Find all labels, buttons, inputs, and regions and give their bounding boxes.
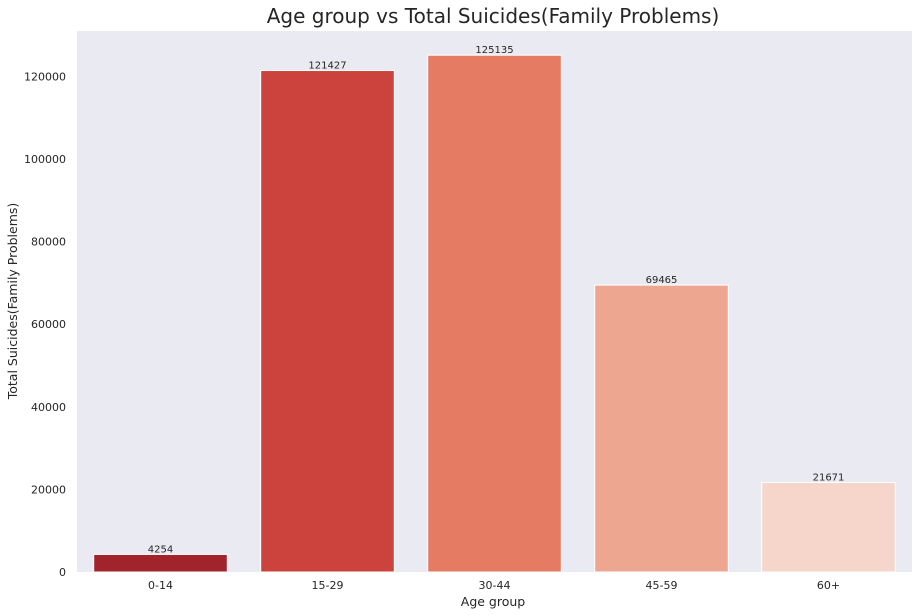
- bar-0-14: [93, 553, 228, 573]
- data-label-0-14: 4254: [148, 544, 173, 555]
- data-label-15-29: 121427: [308, 61, 346, 72]
- y-tick-label-100000: 100000: [24, 153, 66, 166]
- y-tick-label-60000: 60000: [31, 318, 66, 331]
- x-tick-label-30-44: 30-44: [479, 579, 511, 592]
- x-tick-labels: 0-14 15-29 30-44 45-59 60+: [148, 579, 840, 592]
- x-tick-label-45-59: 45-59: [646, 579, 678, 592]
- bar-45-59: [594, 284, 729, 573]
- bar-30-44: [427, 54, 562, 573]
- y-tick-label-40000: 40000: [31, 401, 66, 414]
- y-axis-title: Total Suicides(Family Problems): [5, 203, 20, 401]
- data-label-60+: 21671: [813, 473, 845, 484]
- x-tick-label-0-14: 0-14: [148, 579, 173, 592]
- y-tick-label-120000: 120000: [24, 70, 66, 83]
- x-axis-title: Age group: [461, 594, 526, 609]
- bar-60+: [761, 482, 896, 573]
- x-tick-label-15-29: 15-29: [312, 579, 344, 592]
- x-tick-label-60+: 60+: [817, 579, 840, 592]
- y-tick-label-20000: 20000: [31, 483, 66, 496]
- y-tick-label-80000: 80000: [31, 236, 66, 249]
- data-labels-group: 4254 121427 125135 69465 21671: [148, 45, 845, 555]
- y-tick-label-0: 0: [59, 566, 66, 579]
- bars-group: [93, 54, 896, 573]
- data-label-45-59: 69465: [646, 275, 678, 286]
- data-label-30-44: 125135: [475, 45, 513, 56]
- y-tick-labels: 0 20000 40000 60000 80000 100000 120000: [24, 70, 66, 579]
- bar-15-29: [260, 70, 395, 573]
- chart-title: Age group vs Total Suicides(Family Probl…: [267, 4, 720, 28]
